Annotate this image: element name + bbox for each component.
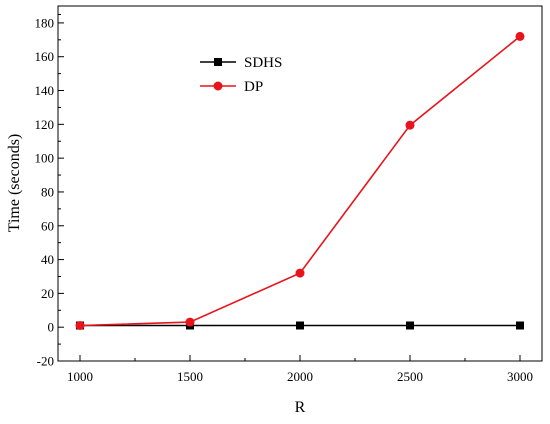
legend-label-sdhs: SDHS: [244, 55, 282, 71]
y-tick-label: 140: [35, 83, 55, 98]
point-sdhs: [516, 321, 524, 330]
y-tick-label: 20: [41, 286, 54, 301]
point-sdhs: [296, 321, 304, 330]
point-dp: [75, 321, 85, 330]
y-tick-label: 180: [35, 15, 55, 30]
series-markers: [75, 31, 525, 330]
point-dp: [295, 268, 305, 278]
x-tick-label: 3000: [507, 369, 533, 384]
axis-ticks: 1000 1500 2000 2500 3000 -20 0 20 40 60 80 100 120 14…: [35, 13, 533, 384]
x-tick-label: 2000: [287, 369, 313, 384]
legend: SDHS DP: [200, 55, 282, 95]
y-axis-title: Time (seconds): [6, 134, 23, 233]
y-tick-label: 80: [41, 184, 54, 199]
y-tick-label: 40: [41, 252, 54, 267]
y-tick-label: 0: [48, 320, 55, 335]
series-lines: [79, 35, 521, 327]
y-tick-label: 100: [35, 151, 55, 166]
legend-label-dp: DP: [244, 79, 263, 95]
point-dp: [405, 120, 415, 130]
x-axis-title: R: [295, 399, 306, 416]
plot-frame: [57, 5, 543, 362]
y-tick-label: 160: [35, 49, 55, 64]
y-tick-label: 120: [35, 117, 55, 132]
y-tick-label: 60: [41, 218, 54, 233]
point-sdhs: [406, 321, 414, 330]
x-tick-label: 2500: [397, 369, 423, 384]
point-dp: [185, 317, 195, 327]
legend-marker-sdhs: [214, 58, 222, 66]
x-tick-label: 1500: [177, 369, 203, 384]
x-tick-label: 1000: [67, 369, 93, 384]
legend-marker-dp: [213, 81, 223, 91]
point-dp: [515, 31, 525, 41]
y-tick-label: -20: [37, 354, 54, 369]
series-line-dp: [79, 35, 521, 327]
